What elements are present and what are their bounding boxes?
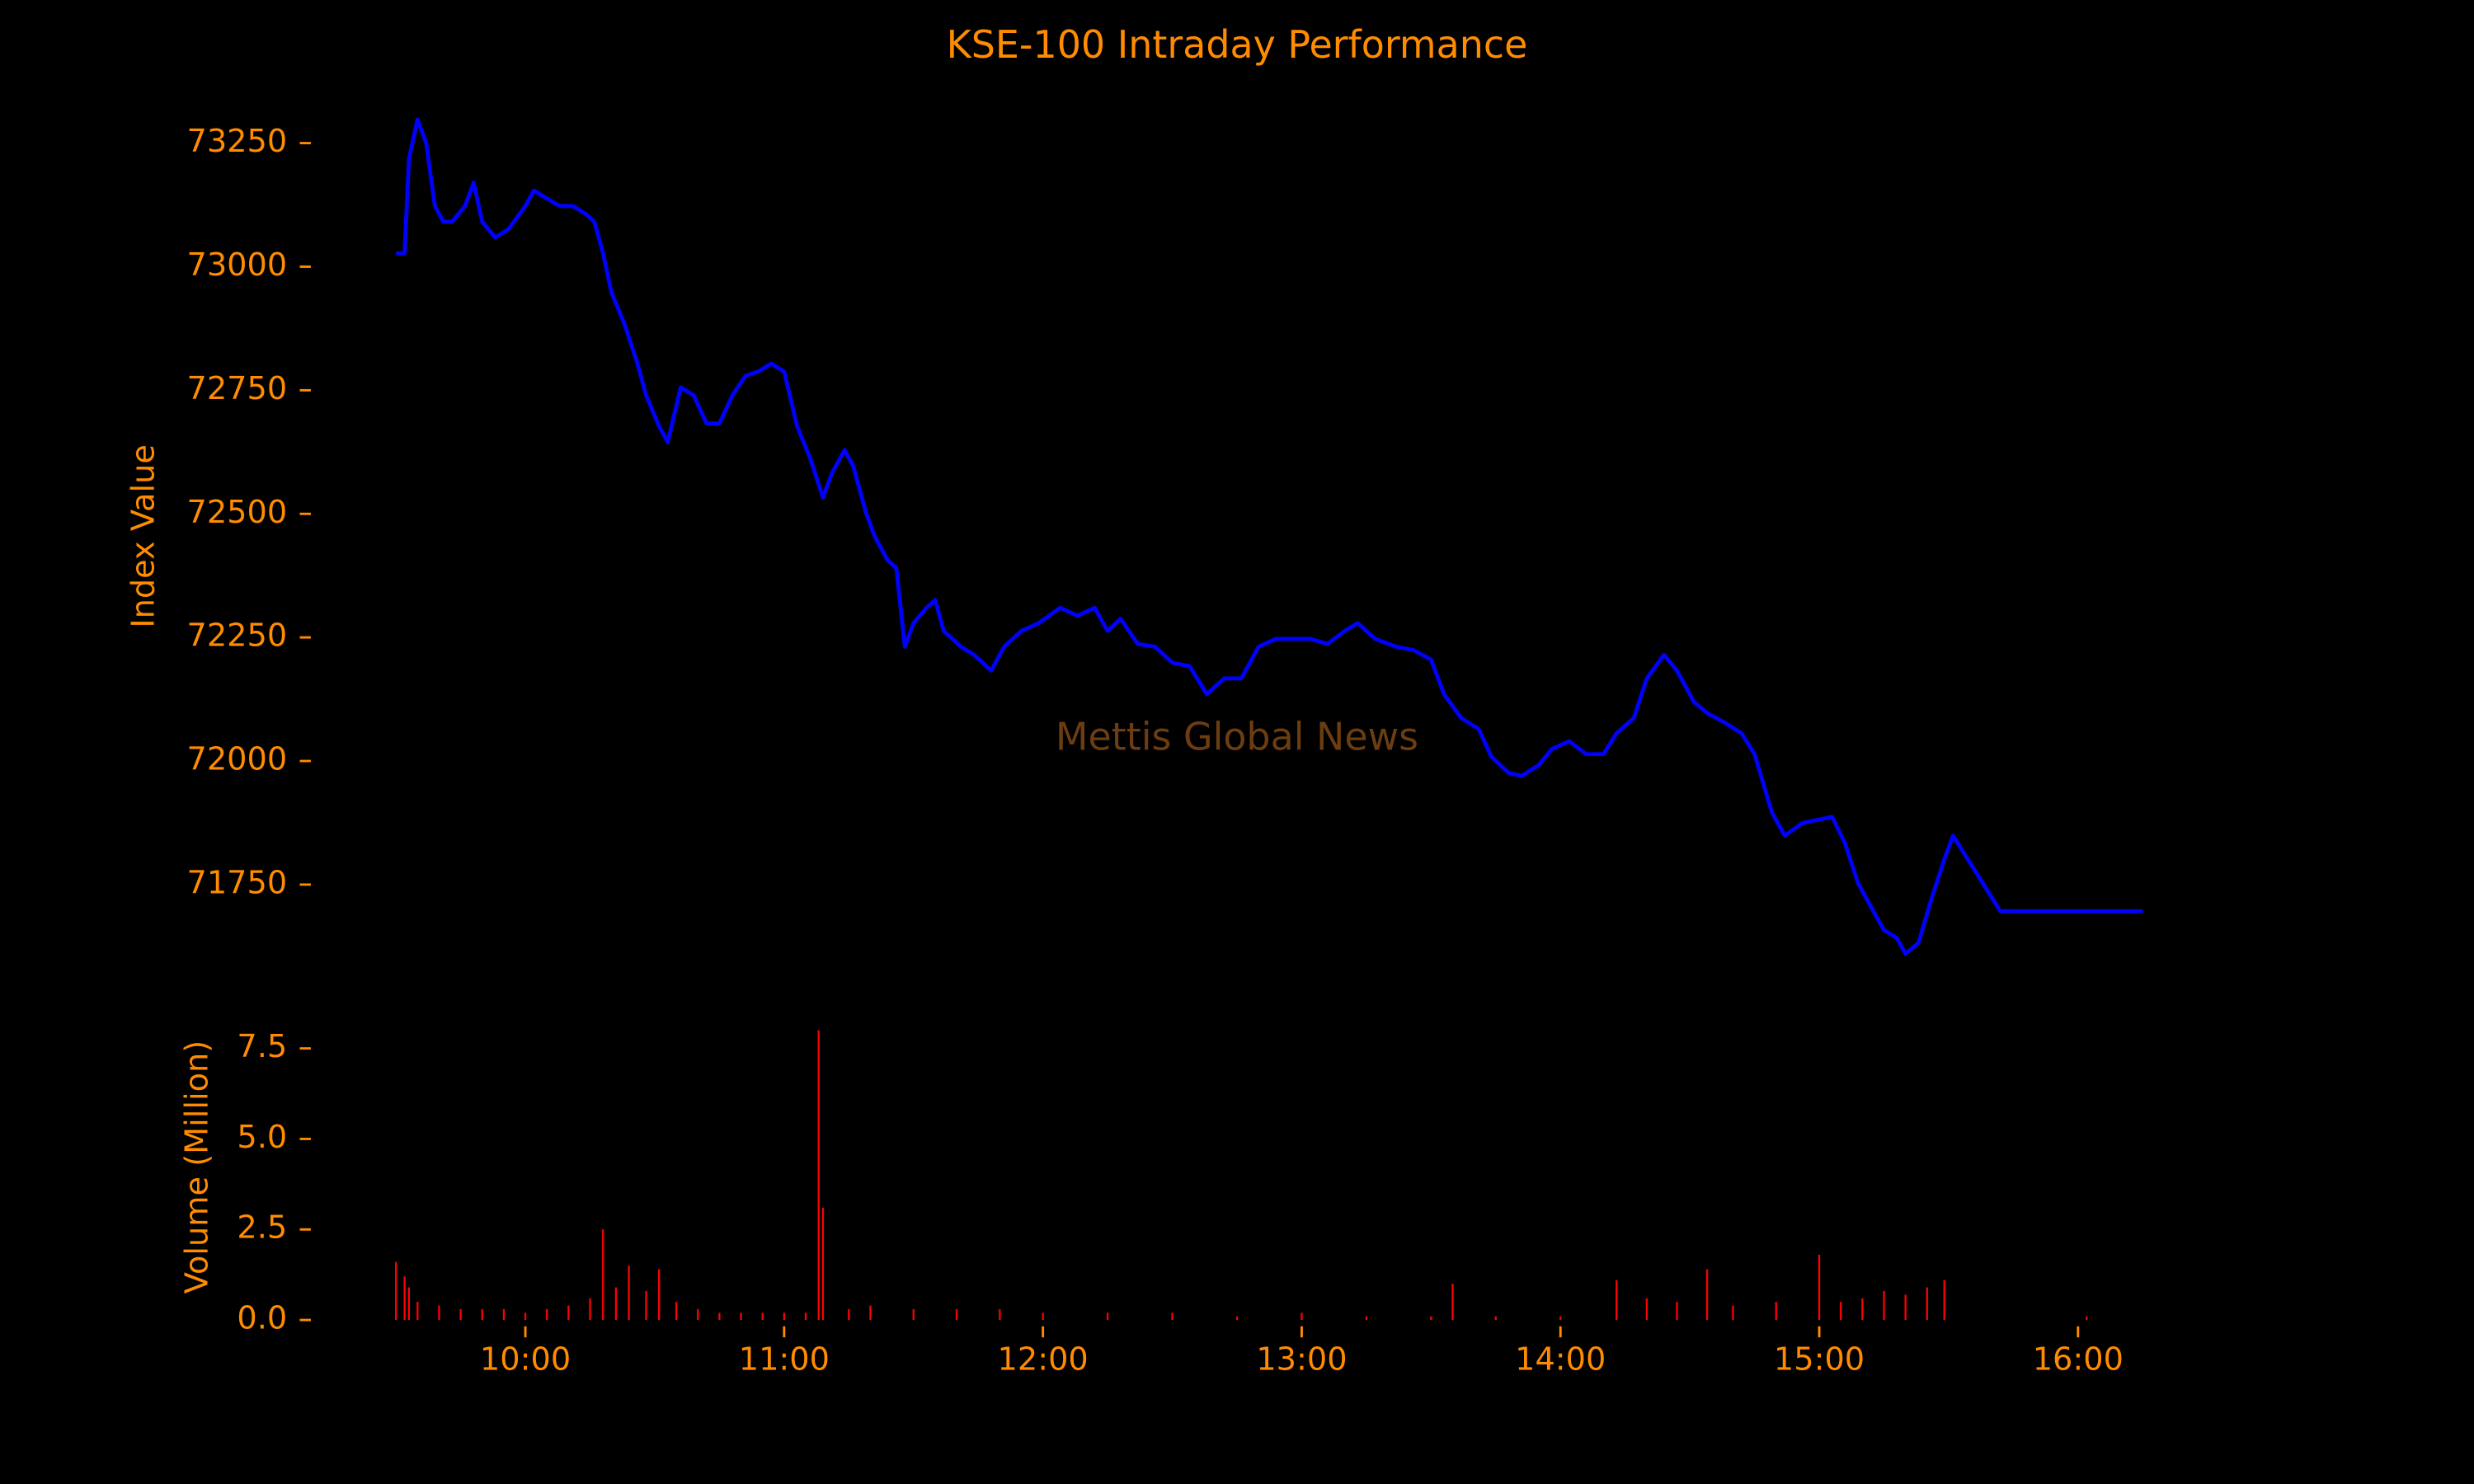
volume-bar — [821, 1207, 825, 1321]
x-tick-label: 14:00 — [1515, 1341, 1606, 1378]
volume-bar — [1645, 1298, 1648, 1321]
x-tick-label: 11:00 — [739, 1341, 830, 1378]
y-tick-label: 73000 — [187, 247, 288, 284]
y-tick-label: 5.0 — [237, 1119, 287, 1156]
volume-bar — [481, 1308, 483, 1321]
volume-bar — [407, 1287, 411, 1321]
volume-bar — [567, 1305, 570, 1321]
volume-bar — [628, 1266, 630, 1321]
y-tick-label: 72250 — [187, 618, 288, 655]
volume-bar — [697, 1308, 699, 1321]
volume-bar — [1775, 1302, 1777, 1321]
y-tick-label: 0.0 — [237, 1300, 287, 1337]
volume-bar — [1300, 1313, 1303, 1321]
y-tick-label: 2.5 — [237, 1209, 287, 1247]
volume-bar — [1042, 1313, 1044, 1321]
y-tick-label: 7.5 — [237, 1028, 287, 1065]
volume-bar — [1171, 1313, 1174, 1321]
volume-bar — [1494, 1316, 1497, 1321]
volume-bar — [658, 1269, 661, 1321]
volume-bar — [1559, 1316, 1562, 1321]
volume-bar — [459, 1308, 462, 1321]
volume-bar — [1883, 1290, 1885, 1321]
x-tick-label: 10:00 — [480, 1341, 571, 1378]
volume-bar — [675, 1302, 678, 1321]
x-tick-label: 16:00 — [2033, 1341, 2124, 1378]
x-tick-label: 13:00 — [1256, 1341, 1347, 1378]
volume-bar — [1705, 1269, 1709, 1321]
y-tick-label: 73250 — [187, 123, 288, 160]
volume-bar — [395, 1261, 397, 1321]
volume-bar — [804, 1313, 807, 1321]
volume-bar — [1943, 1280, 1945, 1321]
volume-bar — [1451, 1284, 1454, 1321]
y-axis-label: Index Value — [125, 444, 162, 627]
volume-bar — [1676, 1302, 1678, 1321]
volume-bar — [817, 1030, 820, 1321]
index-line — [396, 117, 2143, 956]
volume-bar — [1365, 1316, 1368, 1321]
y-tick-label: 72750 — [187, 370, 288, 407]
volume-bar — [912, 1308, 915, 1321]
volume-bar — [645, 1290, 647, 1321]
volume-bar — [1616, 1280, 1618, 1321]
volume-bar — [546, 1308, 548, 1321]
watermark: Mettis Global News — [1056, 715, 1418, 759]
volume-bar — [614, 1287, 618, 1321]
y-tick-label: 71750 — [187, 864, 288, 901]
volume-bar — [403, 1276, 406, 1321]
volume-bar — [524, 1313, 527, 1321]
volume-bar — [740, 1313, 742, 1321]
volume-bar — [1106, 1313, 1109, 1321]
x-tick-label: 15:00 — [1774, 1341, 1865, 1378]
y-tick-label: 72500 — [187, 494, 288, 531]
volume-bar — [848, 1308, 850, 1321]
volume-bar — [761, 1313, 764, 1321]
volume-bar — [1861, 1298, 1864, 1321]
volume-bar — [438, 1305, 440, 1321]
volume-bar — [416, 1302, 419, 1321]
y-axis-label: Volume (Million) — [179, 1040, 216, 1294]
volume-bar — [602, 1229, 604, 1321]
volume-bar — [955, 1308, 958, 1321]
volume-bar — [589, 1298, 591, 1321]
chart-title: KSE-100 Intraday Performance — [947, 22, 1528, 67]
volume-bar — [1235, 1316, 1239, 1321]
volume-bar — [1732, 1305, 1734, 1321]
y-tick-label: 72000 — [187, 741, 288, 778]
volume-bar — [783, 1313, 786, 1321]
volume-bar — [1904, 1294, 1907, 1321]
volume-bar — [1818, 1254, 1821, 1321]
volume-bar — [1840, 1302, 1842, 1321]
volume-bar — [2086, 1316, 2088, 1321]
volume-bar — [502, 1308, 506, 1321]
volume-bar — [869, 1305, 872, 1321]
volume-bar — [999, 1308, 1001, 1321]
volume-bar — [1926, 1287, 1928, 1321]
volume-bar — [718, 1313, 721, 1321]
x-tick-label: 12:00 — [998, 1341, 1089, 1378]
volume-bar — [1430, 1316, 1432, 1321]
